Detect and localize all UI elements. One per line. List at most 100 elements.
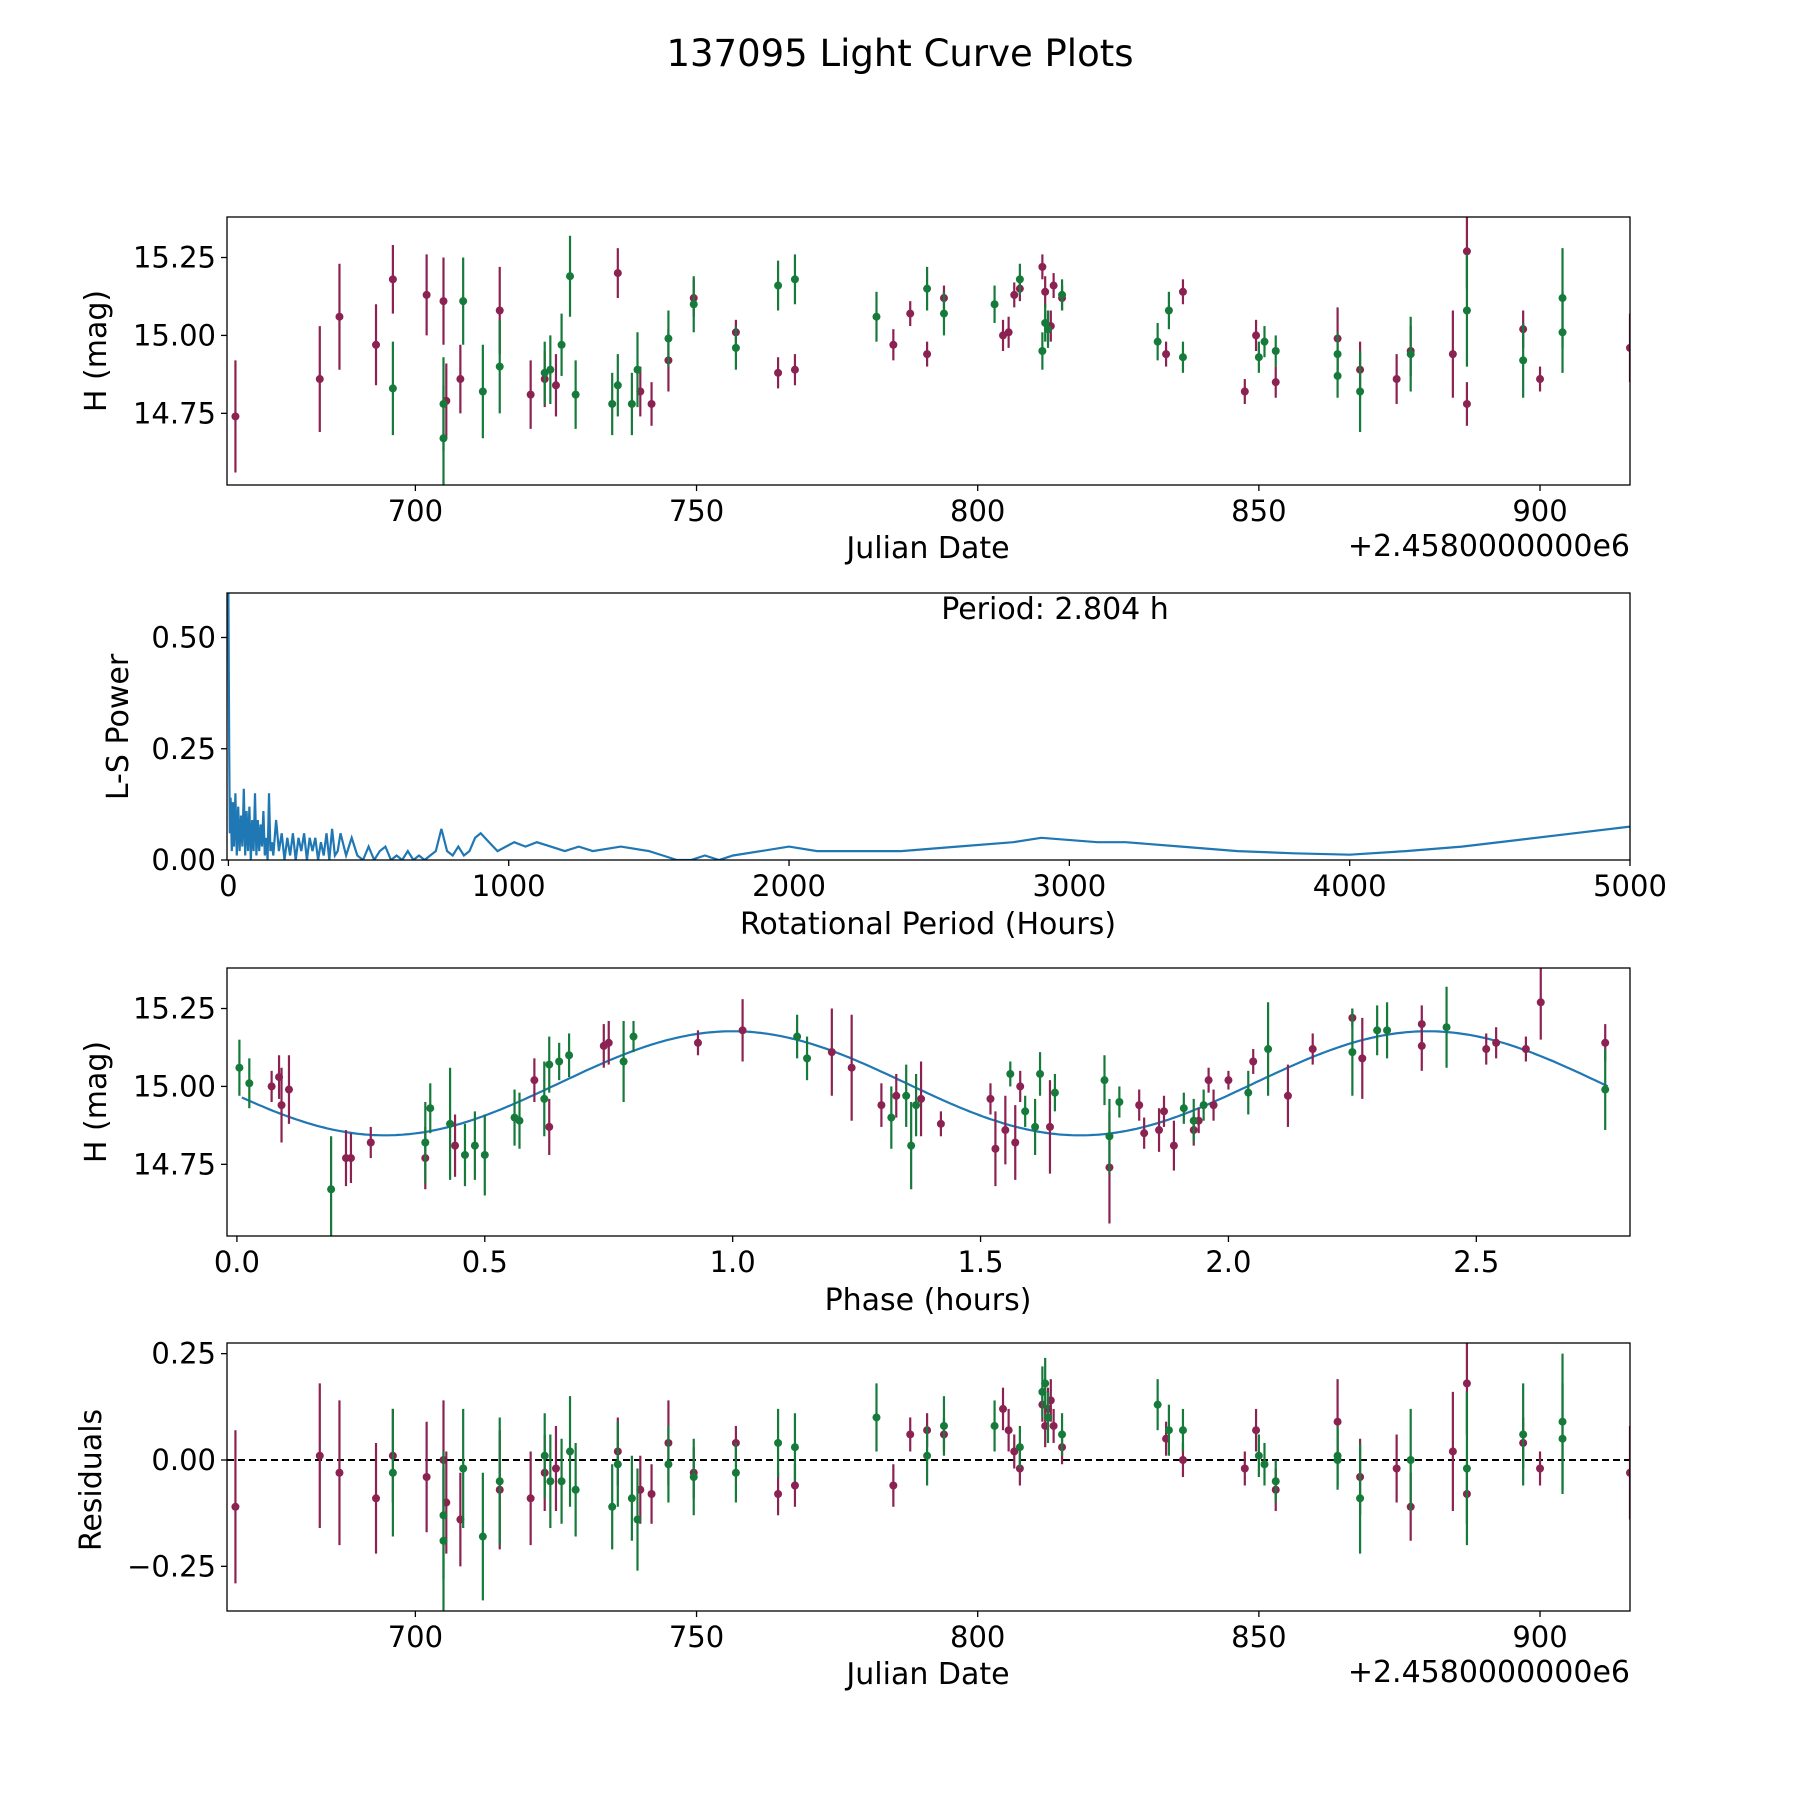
lc-filter_a-point: [439, 297, 448, 306]
ph-y-ticks: 14.75 15.00 15.25: [133, 992, 227, 1181]
lc-x-tick-label: 750: [669, 494, 724, 528]
res-filter_a-point: [1392, 1464, 1401, 1473]
ph-filter_a-point: [1249, 1057, 1258, 1066]
lc-filter_a-point: [1004, 328, 1013, 337]
ph-filter_a-point: [1045, 1122, 1054, 1131]
ph-filter_b-point: [1021, 1107, 1030, 1116]
lc-filter_b-point: [731, 343, 740, 352]
lc-filter_b-point: [1333, 350, 1342, 359]
lc-filter_b-point: [478, 387, 487, 396]
ph-filter_b-point: [1189, 1116, 1198, 1125]
res-filter_b-point: [495, 1477, 504, 1486]
res-filter_b-point: [1178, 1426, 1187, 1435]
ls-power-line: [227, 593, 1630, 860]
figure-title: 137095 Light Curve Plots: [666, 32, 1133, 75]
ph-filter_b-point: [515, 1116, 524, 1125]
ph-filter_a-point: [530, 1076, 539, 1085]
ph-filter_a-point: [1169, 1141, 1178, 1150]
res-filter_b-point: [633, 1515, 642, 1524]
res-filter_b-point: [1254, 1451, 1263, 1460]
ph-filter_b-point: [1383, 1026, 1392, 1035]
ph-filter_b-point: [619, 1057, 628, 1066]
res-x-tick-label: 850: [1231, 1620, 1286, 1654]
lc-filter_a-point: [1448, 350, 1457, 359]
lc-filter_b-point: [1519, 356, 1528, 365]
res-filter_b-point: [1462, 1464, 1471, 1473]
res-filter_b-point: [459, 1464, 468, 1473]
lc-filter_b-point: [571, 390, 580, 399]
ph-filter_b-point: [793, 1032, 802, 1041]
ls-y-label: L-S Power: [101, 653, 136, 800]
ph-filter_a-point: [1601, 1038, 1610, 1047]
res-x-tick-label: 900: [1512, 1620, 1567, 1654]
ph-x-tick-label: 0.5: [462, 1245, 508, 1279]
res-filter_b-point: [1260, 1460, 1269, 1469]
ph-filter_b-point: [426, 1104, 435, 1113]
lc-x-tick-label: 800: [950, 494, 1005, 528]
lc-filter_b-point: [459, 297, 468, 306]
lc-filter_a-point: [647, 399, 656, 408]
res-filter_a-point: [999, 1404, 1008, 1413]
ph-model-curve: [241, 1030, 1609, 1137]
ph-filter_b-point: [460, 1150, 469, 1159]
lc-filter_a-point: [923, 350, 932, 359]
ls-y-tick-label: 0.25: [151, 732, 216, 766]
ph-data-marks: [235, 968, 1610, 1236]
ph-filter_a-point: [1159, 1107, 1168, 1116]
ph-filter_a-point: [1140, 1129, 1149, 1138]
res-filter_b-point: [1406, 1455, 1415, 1464]
res-x-ticks: 700 750 800 850 900: [388, 1611, 1568, 1654]
lc-filter_b-point: [1462, 306, 1471, 315]
ph-filter_a-point: [284, 1085, 293, 1094]
ph-filter_b-point: [629, 1032, 638, 1041]
res-filter_b-point: [613, 1460, 622, 1469]
ls-x-tick-label: 5000: [1593, 869, 1667, 903]
lc-data-marks: [231, 217, 1630, 485]
lc-filter_a-point: [613, 269, 622, 278]
ph-filter_b-point: [555, 1057, 564, 1066]
res-filter_a-point: [1178, 1455, 1187, 1464]
ph-y-label: H (mag): [79, 1041, 114, 1163]
ls-y-ticks: 0.00 0.25 0.50: [151, 621, 227, 877]
lc-filter_b-point: [664, 334, 673, 343]
lc-filter_a-point: [1178, 287, 1187, 296]
ph-filter_b-point: [1348, 1048, 1357, 1057]
res-filter_b-point: [1519, 1430, 1528, 1439]
res-filter_a-point: [790, 1481, 799, 1490]
ls-x-tick-label: 2000: [752, 869, 826, 903]
res-filter_a-point: [889, 1481, 898, 1490]
lc-plot-frame: [226, 216, 1631, 486]
ph-filter_b-point: [1006, 1069, 1015, 1078]
res-filter_b-point: [1041, 1379, 1050, 1388]
lc-filter_b-point: [790, 275, 799, 284]
ph-y-tick-label: 14.75: [133, 1147, 216, 1181]
res-filter_b-point: [1356, 1494, 1365, 1503]
lc-filter_b-point: [1178, 353, 1187, 362]
res-filter_a-point: [315, 1451, 324, 1460]
res-filter_b-point: [664, 1460, 673, 1469]
ph-filter_b-point: [235, 1063, 244, 1072]
res-filter_a-point: [335, 1468, 344, 1477]
ph-filter_b-point: [327, 1185, 336, 1194]
res-filter_b-point: [990, 1421, 999, 1430]
res-plot-frame: [226, 1342, 1631, 1612]
lc-filter_a-point: [1626, 343, 1630, 352]
ph-filter_a-point: [1016, 1082, 1025, 1091]
res-filter_a-point: [1010, 1447, 1019, 1456]
ph-x-label: Phase (hours): [825, 1283, 1032, 1318]
ph-filter_a-point: [1204, 1076, 1213, 1085]
res-filter_b-point: [1153, 1400, 1162, 1409]
ph-filter_a-point: [1155, 1126, 1164, 1135]
lc-x-offset: +2.4580000000e6: [1348, 529, 1630, 564]
res-filter_b-point: [923, 1451, 932, 1460]
lc-filter_b-point: [1271, 347, 1280, 355]
lc-filter_a-point: [526, 390, 535, 399]
lc-filter_b-point: [1164, 306, 1173, 315]
lc-filter_b-point: [1356, 387, 1365, 396]
ph-filter_a-point: [1492, 1038, 1501, 1047]
lc-filter_a-point: [1392, 375, 1401, 384]
ph-filter_b-point: [1036, 1069, 1045, 1078]
ls-x-label: Rotational Period (Hours): [740, 907, 1116, 942]
res-filter_b-point: [1058, 1430, 1067, 1439]
